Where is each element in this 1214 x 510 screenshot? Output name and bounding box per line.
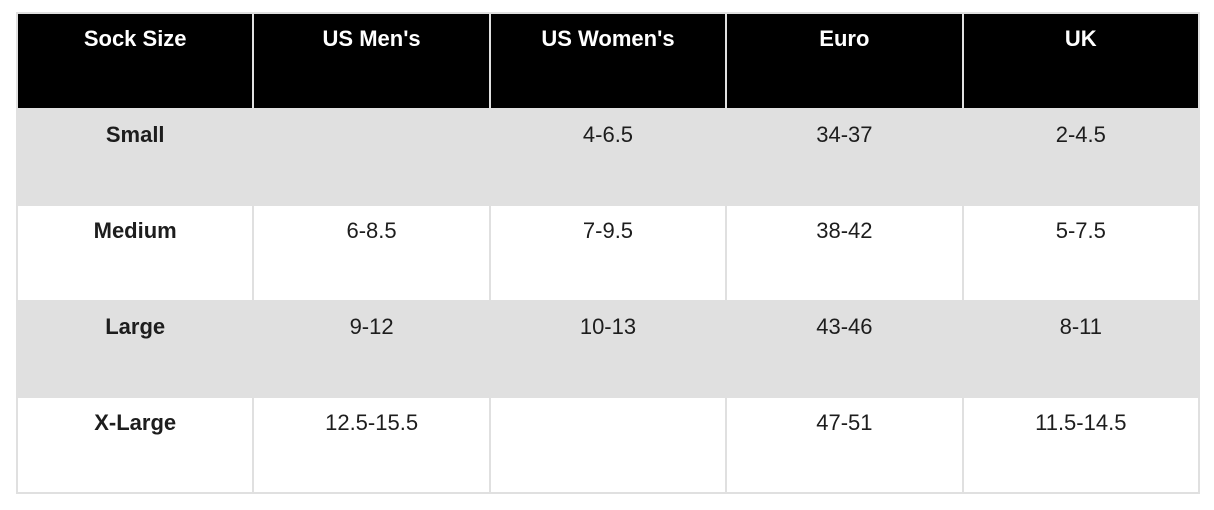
row-label: Medium [15,204,255,302]
column-header-us-womens: US Women's [488,12,728,110]
size-cell-us-womens: 4-6.5 [488,108,728,206]
table-header: Sock Size US Men's US Women's Euro UK [15,12,1201,110]
table-row: Medium 6-8.5 7-9.5 38-42 5-7.5 [15,204,1201,302]
size-cell-us-womens: 7-9.5 [488,204,728,302]
size-cell-us-womens [488,396,728,494]
row-label: Small [15,108,255,206]
sock-size-table: Sock Size US Men's US Women's Euro UK Small 4… [15,12,1201,494]
size-cell-uk: 5-7.5 [961,204,1201,302]
table-body: Small 4-6.5 34-37 2-4.5 Medium 6-8.5 7-9.5 38-4… [15,108,1201,494]
size-cell-euro: 38-42 [725,204,964,302]
column-header-euro: Euro [725,12,964,110]
row-label: Large [15,300,255,398]
size-cell-us-mens: 12.5-15.5 [252,396,491,494]
size-cell-uk: 8-11 [961,300,1201,398]
row-label: X-Large [15,396,255,494]
size-cell-us-mens [252,108,491,206]
column-header-sock-size: Sock Size [15,12,255,110]
size-cell-us-mens: 9-12 [252,300,491,398]
size-cell-euro: 34-37 [725,108,964,206]
size-cell-euro: 43-46 [725,300,964,398]
size-cell-us-womens: 10-13 [488,300,728,398]
table-row: Small 4-6.5 34-37 2-4.5 [15,108,1201,206]
size-cell-uk: 2-4.5 [961,108,1201,206]
table-row: Large 9-12 10-13 43-46 8-11 [15,300,1201,398]
table-row: X-Large 12.5-15.5 47-51 11.5-14.5 [15,396,1201,494]
column-header-us-mens: US Men's [252,12,491,110]
size-cell-uk: 11.5-14.5 [961,396,1201,494]
column-header-uk: UK [961,12,1201,110]
header-row: Sock Size US Men's US Women's Euro UK [15,12,1201,110]
size-cell-us-mens: 6-8.5 [252,204,491,302]
size-cell-euro: 47-51 [725,396,964,494]
